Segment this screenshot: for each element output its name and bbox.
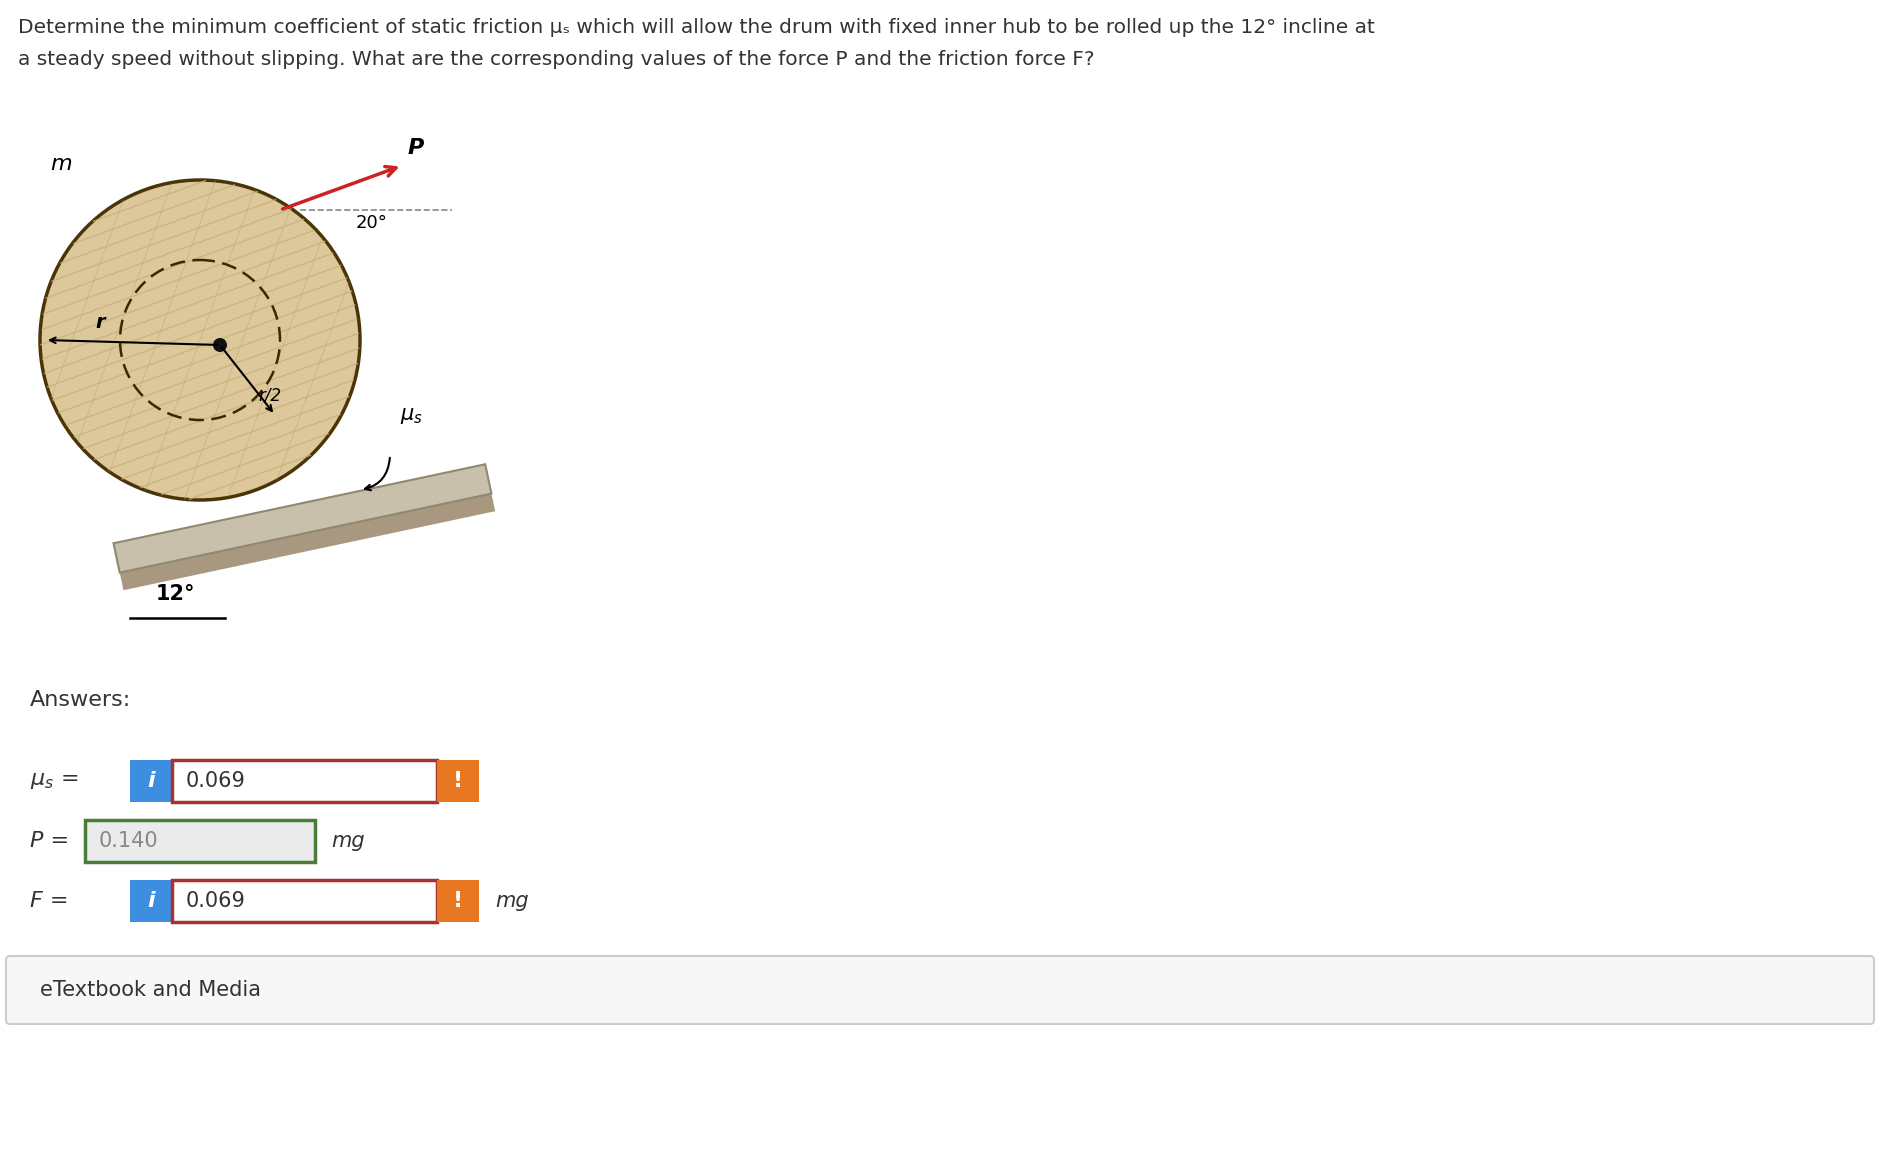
- Text: r/2: r/2: [258, 386, 280, 404]
- FancyBboxPatch shape: [130, 880, 171, 922]
- Circle shape: [40, 181, 359, 500]
- Text: mg: mg: [495, 891, 529, 911]
- Text: 0.069: 0.069: [186, 891, 247, 911]
- Text: !: !: [454, 891, 463, 911]
- Text: a steady speed without slipping. What are the corresponding values of the force : a steady speed without slipping. What ar…: [19, 49, 1095, 69]
- Text: 12°: 12°: [154, 584, 194, 604]
- Text: $\mu_s$ =: $\mu_s$ =: [30, 770, 79, 791]
- Text: 20°: 20°: [356, 214, 388, 232]
- FancyBboxPatch shape: [130, 760, 171, 802]
- Text: $\mu_s$: $\mu_s$: [401, 406, 423, 426]
- Text: i: i: [147, 770, 154, 791]
- Text: Determine the minimum coefficient of static friction μₛ which will allow the dru: Determine the minimum coefficient of sta…: [19, 18, 1376, 37]
- FancyBboxPatch shape: [171, 880, 437, 922]
- Text: Answers:: Answers:: [30, 690, 132, 710]
- Text: 0.069: 0.069: [186, 770, 247, 791]
- Circle shape: [213, 338, 228, 352]
- Polygon shape: [120, 493, 495, 590]
- Text: F =: F =: [30, 891, 68, 911]
- FancyBboxPatch shape: [437, 760, 480, 802]
- Text: P: P: [407, 138, 423, 158]
- FancyBboxPatch shape: [6, 956, 1874, 1024]
- FancyBboxPatch shape: [171, 760, 437, 802]
- Text: P =: P =: [30, 831, 70, 851]
- Text: mg: mg: [331, 831, 365, 851]
- FancyBboxPatch shape: [437, 880, 480, 922]
- Text: eTextbook and Media: eTextbook and Media: [40, 980, 262, 1000]
- Text: !: !: [454, 770, 463, 791]
- Text: r: r: [96, 313, 105, 332]
- FancyBboxPatch shape: [85, 820, 314, 862]
- Text: m: m: [51, 154, 72, 174]
- Polygon shape: [113, 465, 491, 573]
- Text: 0.140: 0.140: [100, 831, 158, 851]
- Text: i: i: [147, 891, 154, 911]
